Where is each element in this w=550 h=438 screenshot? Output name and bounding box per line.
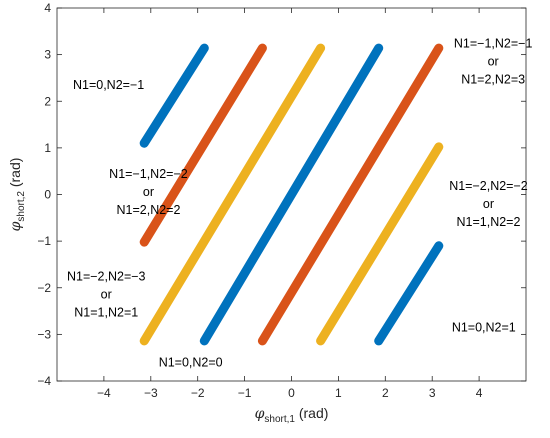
y-tick-label: 0 [44, 188, 51, 202]
x-tick-label: −2 [191, 386, 205, 400]
annotation-2-line-3: N1=2,N2=3 [461, 73, 525, 87]
annotation-2-line-2: or [488, 55, 499, 69]
x-tick-label: 2 [382, 386, 389, 400]
series-line-5 [257, 43, 444, 346]
annotation-4-line-3: N1=1,N2=2 [457, 215, 521, 229]
y-tick-label: 2 [44, 94, 51, 108]
x-axis-label: φshort,1 (rad) [255, 405, 329, 425]
y-axis-label: φshort,2 (rad) [7, 158, 27, 232]
x-tick-label: −1 [238, 386, 252, 400]
y-tick-label: −1 [37, 234, 51, 248]
annotation-4-line-2: or [483, 197, 494, 211]
y-tick-label: 1 [44, 141, 51, 155]
annotation-4-line-1: N1=−2,N2=−2 [449, 179, 528, 193]
annotation-5-line-3: N1=1,N2=1 [74, 306, 138, 320]
annotation-6-line-1: N1=0,N2=1 [452, 320, 516, 334]
series-line-6 [316, 142, 444, 346]
y-tick-label: 3 [44, 48, 51, 62]
x-tick-label: 3 [429, 386, 436, 400]
series-line-1 [139, 43, 209, 148]
annotation-3-line-1: N1=−1,N2=−2 [109, 167, 188, 181]
y-tick-label: −4 [37, 374, 51, 388]
annotation-5-line-1: N1=−2,N2=−3 [67, 270, 146, 284]
x-tick-label: −3 [144, 386, 158, 400]
annotation-7-line-1: N1=0,N2=0 [159, 355, 223, 369]
series-layer [139, 43, 444, 346]
annotation-3-line-2: or [143, 185, 154, 199]
annotation-1-line-1: N1=0,N2=−1 [73, 78, 144, 92]
series-line-7 [374, 241, 444, 346]
x-tick-label: 4 [476, 386, 483, 400]
annotation-2-line-1: N1=−1,N2=−1 [454, 37, 533, 51]
annotation-5-line-2: or [101, 288, 112, 302]
annotation-3-line-3: N1=2,N2=2 [116, 203, 180, 217]
y-tick-label: −3 [37, 327, 51, 341]
series-line-3 [139, 43, 326, 346]
annotations: N1=0,N2=−1 N1=−1,N2=−1 or N1=2,N2=3 N1=−1,N2… [67, 37, 533, 370]
series-line-4 [199, 43, 384, 346]
x-tick-label: 1 [335, 386, 342, 400]
y-tick-label: 4 [44, 1, 51, 15]
x-tick-label: −4 [97, 386, 111, 400]
axis-ticks: −4 −3 −2 −1 0 1 2 3 4 −4 −3 −2 −1 0 1 2 3 4 [37, 1, 526, 400]
x-tick-label: 0 [288, 386, 295, 400]
y-tick-label: −2 [37, 281, 51, 295]
series-line-2 [139, 43, 267, 247]
